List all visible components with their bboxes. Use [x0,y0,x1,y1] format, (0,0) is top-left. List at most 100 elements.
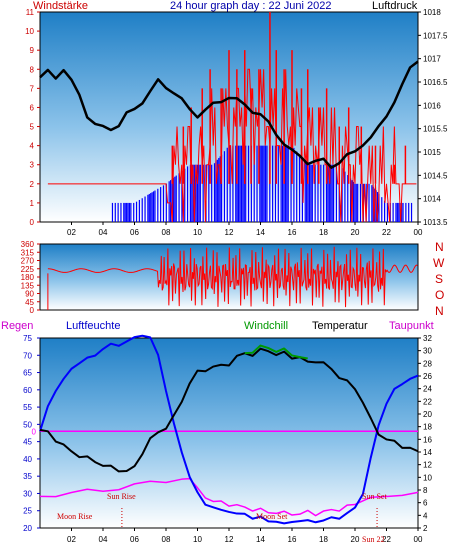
x-tick-label: 16 [288,228,297,237]
x-tick-label: 14 [256,228,265,237]
dewpoint-line [39,477,419,517]
y-tick-label-right: 1017 [423,55,441,64]
wind-pressure-chart: 012345678910111013.510141014.510151015.5… [25,8,448,237]
x-tick-label: 22 [382,535,391,544]
y-tick-label-left: 9 [30,46,35,55]
y-tick-label-left: 3 [30,161,35,170]
y-tick-label: 90 [25,290,34,299]
y-tick-label-left: 5 [30,123,35,132]
windchill-label: Windchill [244,320,289,332]
y-tick-label-right: 1013.5 [423,218,448,227]
direction-letter-s: S [435,272,444,286]
x-tick-label: 14 [256,535,265,544]
x-tick-label: 20 [351,228,360,237]
y-tick-label-right: 1016.5 [423,78,448,87]
y-tick-label-right: 32 [423,334,432,343]
y-tick-label-left: 0 [30,218,35,227]
y-tick-label-left: 2 [30,180,35,189]
x-tick-label: 00 [414,228,423,237]
y-tick-label-right: 2 [423,524,428,533]
y-tick-label-left: 4 [30,142,35,151]
y-tick-label-right: 16 [423,435,432,444]
y-tick-label-left: 10 [25,27,34,36]
moon-set-annotation: Moon Set [256,512,288,521]
wind-direction-line [47,246,418,308]
y-tick-label-right: 1014.5 [423,171,448,180]
y-tick-label: 180 [21,273,35,282]
rain-label: Regen [1,320,34,332]
y-tick-label-left: 50 [23,420,32,429]
dewpoint-label: Taupunkt [389,320,434,332]
x-tick-label: 18 [319,228,328,237]
windchill-line [244,344,308,360]
direction-letter-w: W [433,256,445,270]
y-tick-label-right: 1017.5 [423,31,448,40]
rain-value-label: 0 [32,427,37,436]
y-tick-label-left: 6 [30,103,35,112]
x-tick-label: 04 [99,228,108,237]
x-tick-label: 02 [67,535,76,544]
x-tick-label: 02 [67,228,76,237]
x-tick-label: 08 [162,535,171,544]
y-tick-label-right: 1015 [423,148,441,157]
y-tick-label-left: 45 [23,438,32,447]
humidity-line [39,334,419,525]
y-tick-label-right: 12 [423,461,432,470]
y-tick-label-left: 20 [23,524,32,533]
y-tick-label: 360 [21,240,35,249]
y-tick-label-right: 1018 [423,8,441,17]
temperature-line [39,347,419,473]
sun-set-annotation: Sun Set [362,492,387,501]
y-tick-label-right: 20 [423,410,432,419]
pressure-label: Luftdruck [372,0,418,12]
y-tick-label-right: 1015.5 [423,125,448,134]
y-tick-label-left: 70 [23,351,32,360]
pressure-line [39,60,419,169]
y-tick-label-right: 10 [423,473,432,482]
x-tick-label: 22 [382,228,391,237]
temperature-label: Temperatur [312,320,368,332]
wind-speed-line [47,68,417,223]
y-tick-label-left: 65 [23,369,32,378]
x-tick-label: 00 [414,535,423,544]
y-tick-label-right: 6 [423,499,428,508]
y-tick-label: 270 [21,257,35,266]
sun-22-annotation: Sun 22 [362,535,385,544]
y-tick-label: 135 [21,281,35,290]
y-tick-label-left: 30 [23,489,32,498]
y-tick-label-right: 28 [423,359,432,368]
y-tick-label: 45 [25,298,34,307]
moon-rise-annotation: Moon Rise [57,512,93,521]
x-tick-label: 20 [351,535,360,544]
x-tick-label: 12 [225,228,234,237]
wind-speed-label: Windstärke [33,0,89,12]
y-tick-label-left: 11 [26,8,35,17]
x-tick-label: 10 [193,228,202,237]
y-tick-label-left: 35 [23,472,32,481]
y-tick-label-left: 7 [30,84,35,93]
y-tick-label-right: 4 [423,511,428,520]
y-tick-label-right: 8 [423,486,428,495]
humidity-label: Luftfeuchte [66,320,121,332]
x-tick-label: 06 [130,535,139,544]
x-tick-label: 18 [319,535,328,544]
chart-title: 24 hour graph day : 22 Juni 2022 [170,0,332,12]
x-tick-label: 04 [99,535,108,544]
y-tick-label-right: 24 [423,385,432,394]
y-tick-label-right: 26 [423,372,432,381]
y-tick-label: 0 [30,306,35,315]
y-tick-label-left: 1 [30,199,35,208]
y-tick-label-left: 55 [23,403,32,412]
y-tick-label-left: 60 [23,386,32,395]
y-tick-label-right: 30 [423,347,432,356]
y-tick-label-right: 1016 [423,101,441,110]
y-tick-label: 225 [21,265,35,274]
y-tick-label: 315 [21,248,35,257]
y-tick-label-left: 40 [23,455,32,464]
y-tick-label-right: 22 [423,397,432,406]
y-tick-label-right: 14 [423,448,432,457]
y-tick-label-left: 8 [30,65,35,74]
x-tick-label: 16 [288,535,297,544]
